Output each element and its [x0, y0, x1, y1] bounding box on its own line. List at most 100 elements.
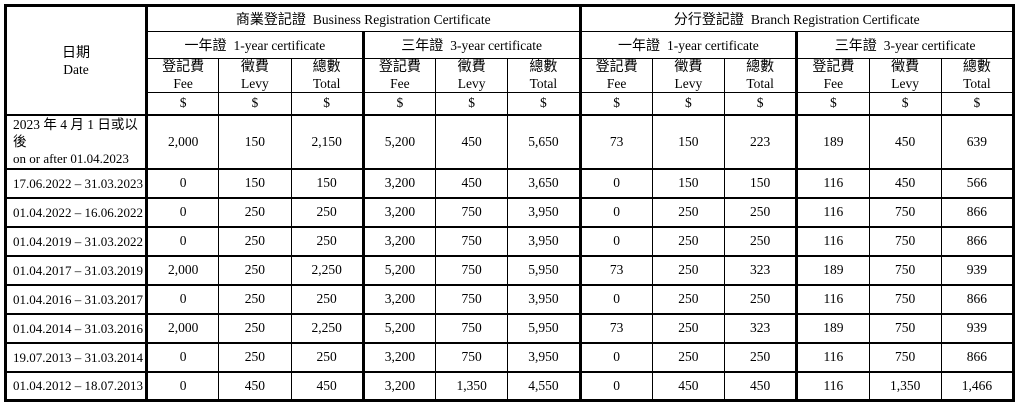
section-branch-en: Branch Registration Certificate — [750, 12, 920, 27]
fee-column-en: Levy — [891, 75, 919, 91]
cert-type-row: 一年證 1-year certificate 三年證 3-year certifica… — [6, 31, 1014, 59]
value-cell: 323 — [723, 312, 798, 344]
value-cell: 250 — [290, 225, 364, 257]
value-cell: 1,350 — [868, 370, 942, 402]
fee-column-row: 登記費 Fee 徵費 Levy 總數 Total 登記費 Fee 徵費 Levy 總數 Total 登記… — [6, 58, 1015, 93]
value-cell: 250 — [290, 196, 364, 228]
fee-column-zh: 登記費 — [378, 59, 421, 75]
fee-column-en: Levy — [241, 75, 269, 91]
value-cell: 189 — [795, 113, 870, 170]
fee-column-en: Fee — [606, 75, 627, 91]
date-cell: 01.04.2012 – 18.07.2013 — [5, 370, 147, 402]
value-cell: 5,200 — [361, 254, 437, 286]
value-cell: 189 — [795, 254, 870, 286]
date-cell: 2023 年 4 月 1 日或以後 on or after 01.04.2023 — [5, 113, 147, 170]
cert-type-en: 1-year certificate — [666, 38, 759, 53]
value-cell: 5,200 — [361, 312, 437, 344]
value-cell: 1,466 — [940, 370, 1015, 402]
table-row: 2023 年 4 月 1 日或以後 on or after 01.04.2023 2… — [5, 113, 1015, 170]
value-cell: 450 — [290, 370, 364, 402]
value-cell: 750 — [868, 254, 942, 286]
value-cell: 750 — [868, 283, 942, 315]
value-cell: 250 — [218, 225, 292, 257]
section-header-row: 日期 Date 商業登記證 Business Registration Certi… — [5, 5, 1014, 115]
value-cell: 0 — [578, 167, 653, 199]
value-cell: 450 — [434, 167, 509, 199]
date-line: 19.07.2013 – 31.03.2014 — [13, 349, 143, 365]
value-cell: 3,950 — [507, 341, 581, 373]
value-cell: 150 — [290, 167, 364, 199]
fee-column-zh: 徵費 — [891, 59, 920, 75]
table-row: 01.04.2016 – 31.03.2017 0 250 250 3,200 750 3,… — [5, 283, 1015, 315]
currency-row: $ $ $ $ $ $ $ $ $ $ $ $ — [6, 92, 1015, 116]
date-cell: 01.04.2019 – 31.03.2022 — [5, 225, 147, 257]
currency-header: $ — [361, 92, 437, 116]
cert-type-zh: 三年證 — [401, 39, 444, 54]
fee-column-header: 登記費 Fee — [795, 58, 870, 93]
value-cell: 2,150 — [290, 113, 364, 170]
section-header-business: 商業登記證 Business Registration Certificate — [145, 5, 581, 32]
value-cell: 5,200 — [361, 113, 437, 170]
fee-column-zh: 總數 — [746, 59, 775, 75]
value-cell: 250 — [218, 312, 292, 344]
fee-column-zh: 總數 — [312, 59, 341, 75]
fee-column-en: Fee — [173, 75, 193, 91]
value-cell: 750 — [434, 283, 509, 315]
fee-column-header: 總數 Total — [507, 58, 581, 93]
cert-type-header: 三年證 3-year certificate — [795, 31, 1014, 59]
value-cell: 450 — [868, 167, 942, 199]
value-cell: 250 — [218, 341, 292, 373]
value-cell: 2,000 — [144, 254, 220, 286]
currency-header: $ — [651, 92, 726, 116]
value-cell: 0 — [144, 225, 220, 257]
value-cell: 5,950 — [507, 254, 581, 286]
value-cell: 0 — [144, 196, 220, 228]
fee-column-en: Total — [312, 75, 341, 91]
value-cell: 73 — [578, 312, 653, 344]
fee-column-header: 徵費 Levy — [651, 58, 726, 93]
value-cell: 223 — [723, 113, 798, 170]
currency-header: $ — [578, 92, 653, 116]
fee-column-header: 登記費 Fee — [144, 58, 220, 93]
fee-column-zh: 登記費 — [162, 59, 205, 75]
value-cell: 250 — [290, 283, 364, 315]
fee-column-zh: 總數 — [962, 59, 991, 75]
date-line: 01.04.2019 – 31.03.2022 — [13, 233, 143, 249]
fee-column-header: 總數 Total — [723, 58, 798, 93]
value-cell: 5,650 — [507, 113, 581, 170]
value-cell: 750 — [434, 312, 509, 344]
table-row: 19.07.2013 – 31.03.2014 0 250 250 3,200 750 3,… — [5, 341, 1015, 373]
value-cell: 250 — [218, 283, 292, 315]
value-cell: 750 — [434, 254, 509, 286]
value-cell: 0 — [144, 283, 220, 315]
table-row: 17.06.2022 – 31.03.2023 0 150 150 3,200 450 3,… — [5, 167, 1015, 199]
date-line: 01.04.2012 – 18.07.2013 — [13, 378, 143, 394]
value-cell: 116 — [795, 167, 870, 199]
fee-table-body: 2023 年 4 月 1 日或以後 on or after 01.04.2023 2… — [5, 113, 1015, 402]
value-cell: 250 — [651, 341, 726, 373]
value-cell: 1,350 — [434, 370, 509, 402]
date-line: 17.06.2022 – 31.03.2023 — [13, 175, 143, 191]
value-cell: 2,000 — [144, 113, 220, 170]
fee-column-header: 徵費 Levy — [218, 58, 292, 93]
cert-type-en: 3-year certificate — [450, 38, 543, 53]
date-cell: 17.06.2022 – 31.03.2023 — [5, 167, 147, 199]
fee-column-en: Total — [963, 75, 991, 91]
value-cell: 150 — [651, 113, 726, 170]
currency-header: $ — [218, 92, 292, 116]
currency-header: $ — [723, 92, 798, 116]
value-cell: 866 — [940, 196, 1015, 228]
fee-column-header: 徵費 Levy — [868, 58, 942, 93]
value-cell: 750 — [868, 341, 942, 373]
value-cell: 2,250 — [290, 312, 364, 344]
value-cell: 116 — [795, 341, 870, 373]
value-cell: 450 — [723, 370, 798, 402]
fee-column-en: Total — [746, 75, 774, 91]
value-cell: 450 — [434, 113, 509, 170]
value-cell: 116 — [795, 283, 870, 315]
value-cell: 73 — [578, 113, 653, 170]
fee-column-zh: 登記費 — [812, 59, 855, 75]
fee-column-en: Fee — [823, 75, 844, 91]
value-cell: 2,000 — [144, 312, 220, 344]
cert-type-header: 一年證 1-year certificate — [145, 31, 364, 59]
